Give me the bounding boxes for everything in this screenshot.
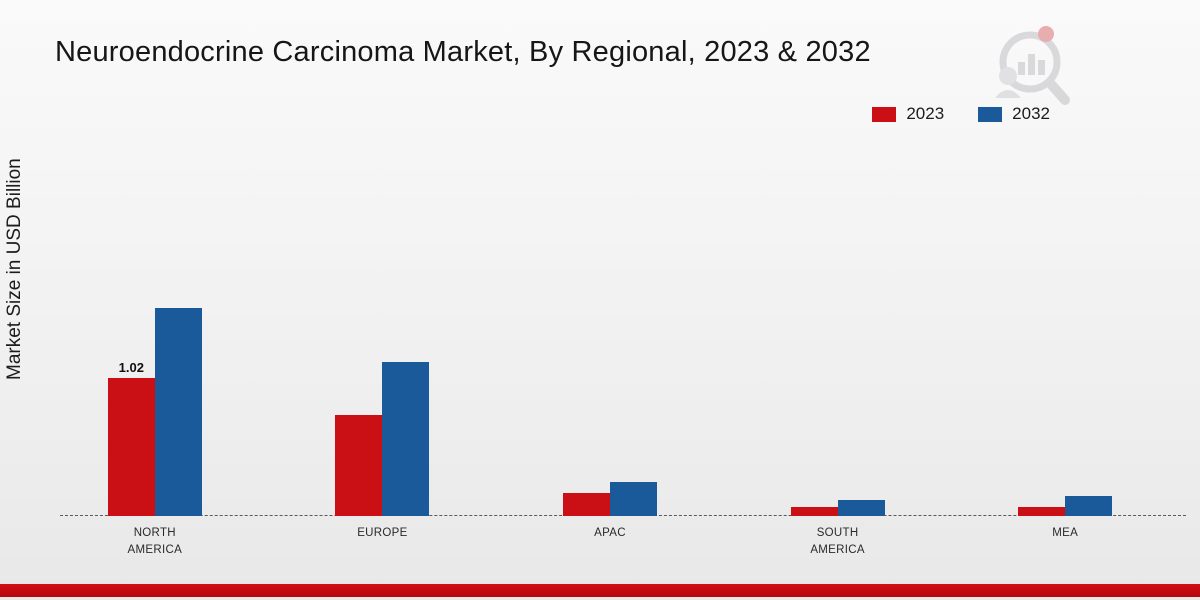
bar-group-mea: MEA — [951, 496, 1179, 539]
bar-2032-south-america — [837, 500, 885, 516]
y-axis-label: Market Size in USD Billion — [4, 158, 25, 380]
bar-pair — [562, 482, 657, 516]
legend: 2023 2032 — [872, 104, 1050, 124]
category-label: SOUTH AMERICA — [810, 527, 865, 556]
footer-accent-bar — [0, 584, 1200, 597]
category-label: EUROPE — [357, 527, 408, 539]
bar-pair — [790, 500, 885, 516]
legend-item-2032: 2032 — [978, 104, 1050, 124]
brand-logo-watermark-icon — [980, 24, 1072, 117]
bar-value-label: 1.02 — [118, 360, 144, 375]
bar-2023-apac — [562, 493, 610, 516]
legend-swatch-icon — [978, 106, 1003, 122]
legend-swatch-icon — [872, 106, 897, 122]
bar-group-south-america: SOUTH AMERICA — [724, 500, 952, 556]
bar-2023-north-america: 1.02 — [107, 360, 155, 516]
chart-title: Neuroendocrine Carcinoma Market, By Regi… — [55, 36, 871, 68]
bar-pair: 1.02 — [107, 308, 202, 516]
bar-2032-apac — [609, 482, 657, 516]
bar-group-europe: EUROPE — [269, 362, 497, 539]
bar-2023-south-america — [790, 507, 838, 516]
bar-group-apac: APAC — [496, 482, 724, 539]
bar-pair — [1018, 496, 1113, 516]
category-label: NORTH AMERICA — [127, 527, 183, 556]
bar-group-north-america: 1.02 NORTH AMERICA — [41, 308, 269, 556]
bar-2032-mea — [1065, 496, 1113, 516]
bar-2023-mea — [1018, 507, 1066, 516]
category-label: MEA — [1052, 527, 1079, 539]
bar-2032-north-america — [154, 308, 202, 516]
plot-area: 1.02 NORTH AMERICA EUROPE APAC SOUTH AMERICA… — [41, 308, 1179, 556]
bar-2023-europe — [335, 415, 383, 516]
category-label: APAC — [594, 527, 626, 539]
bar-2032-europe — [382, 362, 430, 516]
legend-label: 2023 — [906, 104, 945, 123]
bar-pair — [335, 362, 430, 516]
legend-item-2023: 2023 — [872, 104, 944, 124]
legend-label: 2032 — [1012, 104, 1050, 123]
